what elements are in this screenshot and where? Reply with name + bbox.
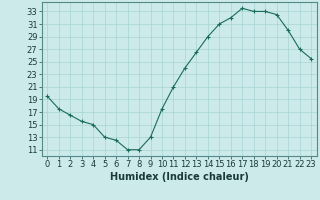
X-axis label: Humidex (Indice chaleur): Humidex (Indice chaleur) (110, 172, 249, 182)
